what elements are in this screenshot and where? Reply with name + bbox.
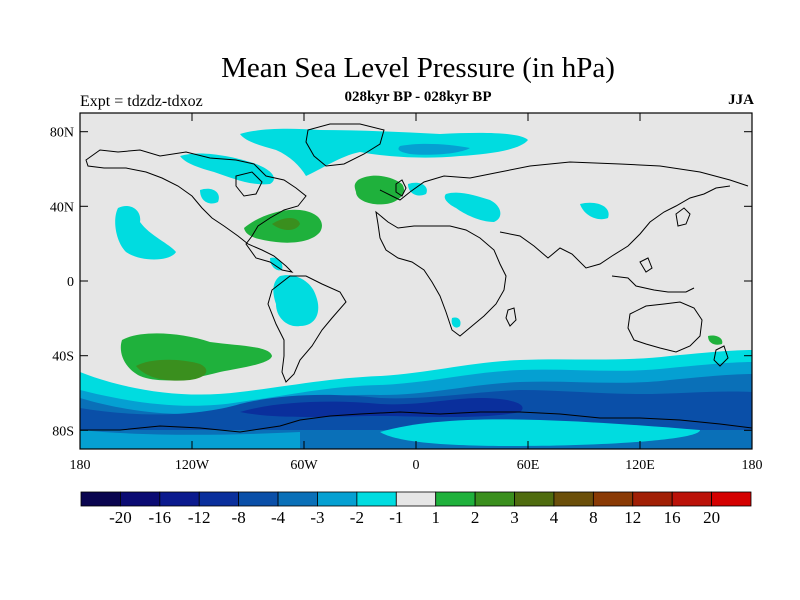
antarctica-coast	[80, 411, 752, 433]
lon-tick-label: 180	[70, 458, 91, 473]
experiment-label: Expt = tdzdz-tdxoz	[80, 93, 203, 110]
north-america-coast	[85, 149, 307, 273]
colorbar-cell	[238, 491, 279, 507]
colorbar-label: 8	[589, 508, 598, 527]
colorbar-cell	[474, 491, 515, 507]
lon-tick-label: 60E	[517, 458, 540, 473]
lon-tick-label: 60W	[290, 458, 318, 473]
season-label: JJA	[728, 92, 754, 108]
alaska-neg-anomaly	[180, 153, 274, 185]
gulf-stream-pos-core	[272, 218, 300, 230]
colorbar-cell	[435, 491, 476, 507]
colorbar-cell	[80, 491, 121, 507]
colorbar-cell	[395, 491, 437, 507]
amazon-neg-anomaly	[273, 275, 319, 327]
asia-coast	[499, 185, 731, 269]
lon-tick-label: 0	[413, 458, 420, 473]
colorbar-label: -12	[188, 508, 211, 527]
colorbar-label: 2	[471, 508, 480, 527]
colorbar-label: 1	[431, 508, 440, 527]
colorbar-cell	[120, 491, 161, 507]
colorbar-label: -2	[350, 508, 364, 527]
colorbar-cell	[632, 491, 673, 507]
colorbar-labels: -20 -16 -12 -8 -4 -3 -2 -1 1 2 3 4 8 12 16 20	[109, 508, 720, 527]
colorbar-label: 12	[624, 508, 641, 527]
colorbar-cell	[277, 491, 318, 507]
colorbar-cell	[553, 491, 594, 507]
south-africa-neg-anomaly	[451, 317, 461, 328]
colorbar	[80, 491, 752, 507]
lon-tick-label: 180	[742, 458, 763, 473]
colorbar-cell	[592, 491, 634, 507]
lon-tick-labels: 180 120W 60W 0 60E 120E 180	[70, 458, 763, 473]
colorbar-label: 16	[664, 508, 681, 527]
coastlines	[80, 123, 752, 433]
greenland-arctic-neg-anomaly	[240, 128, 528, 176]
greenland-coast	[305, 123, 385, 167]
lat-tick-labels: 80N 40N 0 40S 80S	[50, 126, 74, 440]
lon-axis	[79, 113, 753, 449]
colorbar-label: 20	[703, 508, 720, 527]
colorbar-cell	[671, 491, 712, 507]
canada-neg-anomaly	[200, 188, 219, 204]
antarctic-interior-light	[380, 419, 700, 446]
arctic-ocean-neg-anomaly	[398, 143, 470, 155]
chart-subtitle: 028kyr BP - 028kyr BP	[344, 89, 492, 105]
south-pacific-pos-core	[136, 359, 207, 381]
hudson-bay-coast	[235, 171, 263, 197]
central-asia-neg-anomaly	[580, 202, 609, 220]
north-pacific-neg-anomaly	[115, 205, 176, 260]
lat-tick-label: 80N	[50, 126, 74, 141]
colorbar-cell	[317, 491, 358, 507]
colorbar-label: -16	[148, 508, 171, 527]
colorbar-label: -3	[310, 508, 324, 527]
lat-axis	[80, 131, 752, 431]
south-america-coast	[267, 275, 347, 383]
colorbar-label: -4	[271, 508, 286, 527]
colorbar-cell	[159, 491, 200, 507]
maritime-continent-coast	[611, 257, 695, 293]
colorbar-label: -20	[109, 508, 132, 527]
japan-coast	[675, 207, 691, 227]
mediterranean-neg-anomaly	[444, 192, 501, 222]
colorbar-cell	[356, 491, 397, 507]
colorbar-cell	[514, 491, 555, 507]
uk-coast	[395, 179, 407, 197]
lon-tick-label: 120E	[625, 458, 655, 473]
madagascar-coast	[505, 307, 517, 327]
lat-tick-label: 40N	[50, 200, 74, 215]
southern-ocean-band-deepest	[240, 398, 523, 417]
colorbar-cell	[711, 491, 752, 507]
north-atlantic-pos-anomaly	[354, 175, 405, 205]
australia-coast	[627, 301, 703, 353]
lat-tick-label: 80S	[52, 424, 74, 439]
colorbar-cell	[198, 491, 240, 507]
new-zealand-pos-anomaly	[708, 335, 723, 345]
scandinavia-neg-anomaly	[408, 182, 427, 196]
chart-title: Mean Sea Level Pressure (in hPa)	[221, 52, 615, 84]
lat-tick-label: 0	[67, 275, 74, 290]
map-panel	[80, 113, 752, 449]
colorbar-label: -1	[389, 508, 403, 527]
antarctic-margin-light	[80, 430, 300, 449]
colorbar-label: -8	[232, 508, 246, 527]
new-zealand-coast	[713, 345, 729, 367]
colorbar-label: 4	[550, 508, 559, 527]
europe-africa-coast	[375, 161, 749, 337]
colorbar-label: 3	[510, 508, 519, 527]
lon-tick-label: 120W	[175, 458, 210, 473]
lat-tick-label: 40S	[52, 350, 74, 365]
